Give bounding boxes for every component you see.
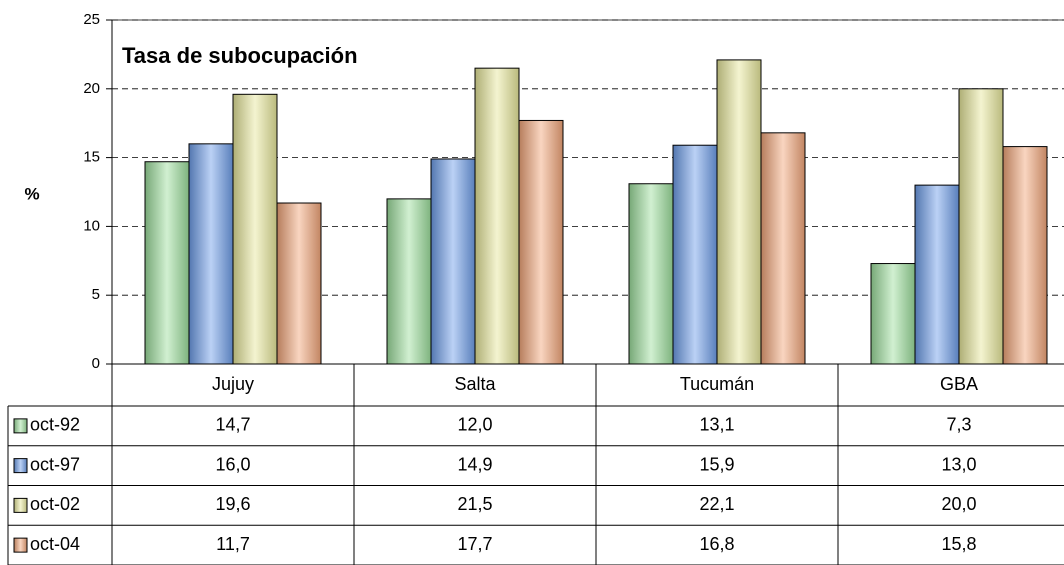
bar <box>518 119 564 365</box>
bar <box>914 184 960 365</box>
y-tick-label: 5 <box>92 286 100 303</box>
bar <box>276 202 322 365</box>
bar <box>474 67 520 365</box>
bar <box>716 59 762 365</box>
bar <box>430 158 476 365</box>
x-tick-label: GBA <box>940 374 978 394</box>
bar <box>958 88 1004 365</box>
legend-key <box>13 497 28 513</box>
table-cell: 16,0 <box>215 454 250 474</box>
table-cell: 15,9 <box>699 454 734 474</box>
legend-label: oct-04 <box>30 534 80 554</box>
table-cell: 13,1 <box>699 415 734 435</box>
bar <box>188 143 234 365</box>
y-tick-label: 0 <box>92 355 100 372</box>
bar <box>1002 146 1048 365</box>
y-tick-label: 10 <box>83 217 100 234</box>
chart-title: Tasa de subocupación <box>122 43 358 68</box>
table-cell: 7,3 <box>946 415 971 435</box>
table-cell: 15,8 <box>941 534 976 554</box>
bar <box>672 144 718 365</box>
bar <box>628 183 674 365</box>
x-tick-label: Tucumán <box>680 374 754 394</box>
table-cell: 14,9 <box>457 454 492 474</box>
legend-key <box>13 537 28 553</box>
table-cell: 13,0 <box>941 454 976 474</box>
table-cell: 21,5 <box>457 494 492 514</box>
table-cell: 17,7 <box>457 534 492 554</box>
table-cell: 11,7 <box>216 534 250 554</box>
legend-label: oct-97 <box>30 454 80 474</box>
bar <box>760 132 806 365</box>
bar <box>870 263 916 365</box>
legend-label: oct-92 <box>30 415 80 435</box>
table-cell: 19,6 <box>215 494 250 514</box>
bar <box>386 198 432 365</box>
x-tick-label: Jujuy <box>212 374 254 394</box>
y-tick-label: 20 <box>83 80 100 97</box>
y-tick-label: 25 <box>83 11 100 28</box>
legend-key <box>13 458 28 474</box>
y-tick-label: 15 <box>83 149 100 166</box>
bar <box>144 161 190 365</box>
table-cell: 16,8 <box>699 534 734 554</box>
table-cell: 12,0 <box>457 415 492 435</box>
legend-label: oct-02 <box>30 494 80 514</box>
y-axis-label: % <box>24 184 39 203</box>
table-cell: 22,1 <box>699 494 734 514</box>
bar <box>232 93 278 365</box>
table-cell: 14,7 <box>215 415 250 435</box>
x-tick-label: Salta <box>454 374 496 394</box>
table-cell: 20,0 <box>941 494 976 514</box>
legend-key <box>13 418 28 434</box>
